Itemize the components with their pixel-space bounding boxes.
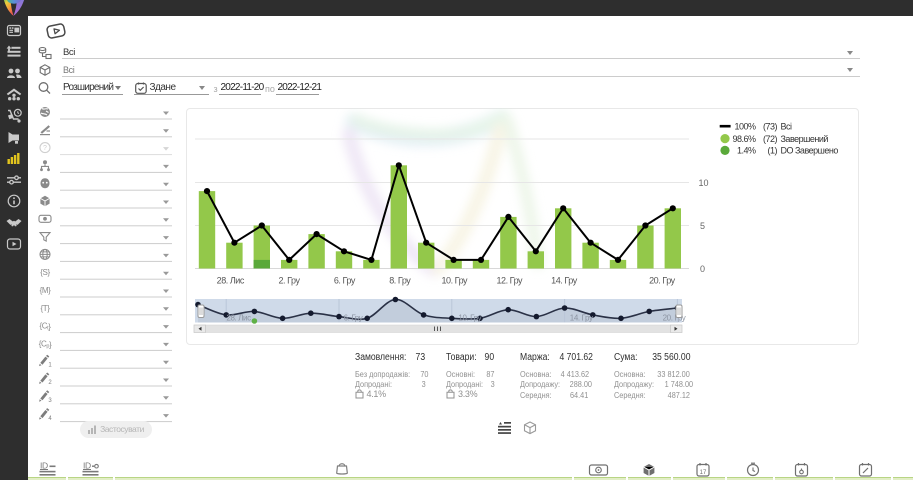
svg-text:14. Гру: 14. Гру: [570, 314, 593, 323]
svg-text:14. Гру: 14. Гру: [551, 276, 578, 286]
svg-text:{Cp}: {Cp}: [39, 339, 52, 349]
svg-text:28. Лис: 28. Лис: [217, 276, 245, 286]
svg-text:10. Гру: 10. Гру: [441, 276, 468, 286]
svg-text:(73): (73): [763, 121, 778, 131]
svg-text:Всі: Всі: [781, 121, 793, 131]
svg-text:1: 1: [48, 362, 52, 368]
svg-text:{Ct}: {Ct}: [39, 322, 51, 332]
svg-text:Завершений: Завершений: [781, 134, 829, 144]
svg-text:4: 4: [48, 416, 52, 422]
svg-text:20. Гру: 20. Гру: [649, 276, 676, 286]
svg-text:(72): (72): [763, 134, 778, 144]
svg-text:5: 5: [700, 221, 705, 231]
svg-text:8. Гру: 8. Гру: [389, 276, 411, 286]
svg-text:6. Гру: 6. Гру: [344, 314, 363, 323]
svg-text:3: 3: [48, 398, 52, 404]
svg-text:ID: ID: [83, 461, 91, 471]
svg-text:{M}: {M}: [40, 286, 52, 295]
svg-text:{T}: {T}: [40, 304, 50, 313]
svg-text:(1): (1): [768, 146, 778, 156]
svg-text:100%: 100%: [734, 121, 756, 131]
svg-text:DO Завершено: DO Завершено: [781, 146, 839, 156]
svg-text:0: 0: [700, 264, 705, 274]
svg-text:28. Лис: 28. Лис: [226, 314, 251, 323]
svg-text:10. Гру: 10. Гру: [458, 314, 481, 323]
svg-text:17: 17: [700, 470, 707, 476]
svg-text:2: 2: [48, 380, 52, 386]
svg-text:20. Гру: 20. Гру: [663, 314, 686, 323]
svg-text:1.4%: 1.4%: [737, 146, 756, 156]
svg-text:?: ?: [43, 145, 47, 152]
svg-text:12. Гру: 12. Гру: [496, 276, 523, 286]
svg-text:ID: ID: [40, 461, 48, 471]
svg-text:98.6%: 98.6%: [732, 134, 756, 144]
svg-text:2. Гру: 2. Гру: [278, 276, 300, 286]
svg-text:10: 10: [698, 178, 708, 188]
svg-text:6. Гру: 6. Гру: [334, 276, 356, 286]
svg-text:{S}: {S}: [40, 268, 50, 277]
